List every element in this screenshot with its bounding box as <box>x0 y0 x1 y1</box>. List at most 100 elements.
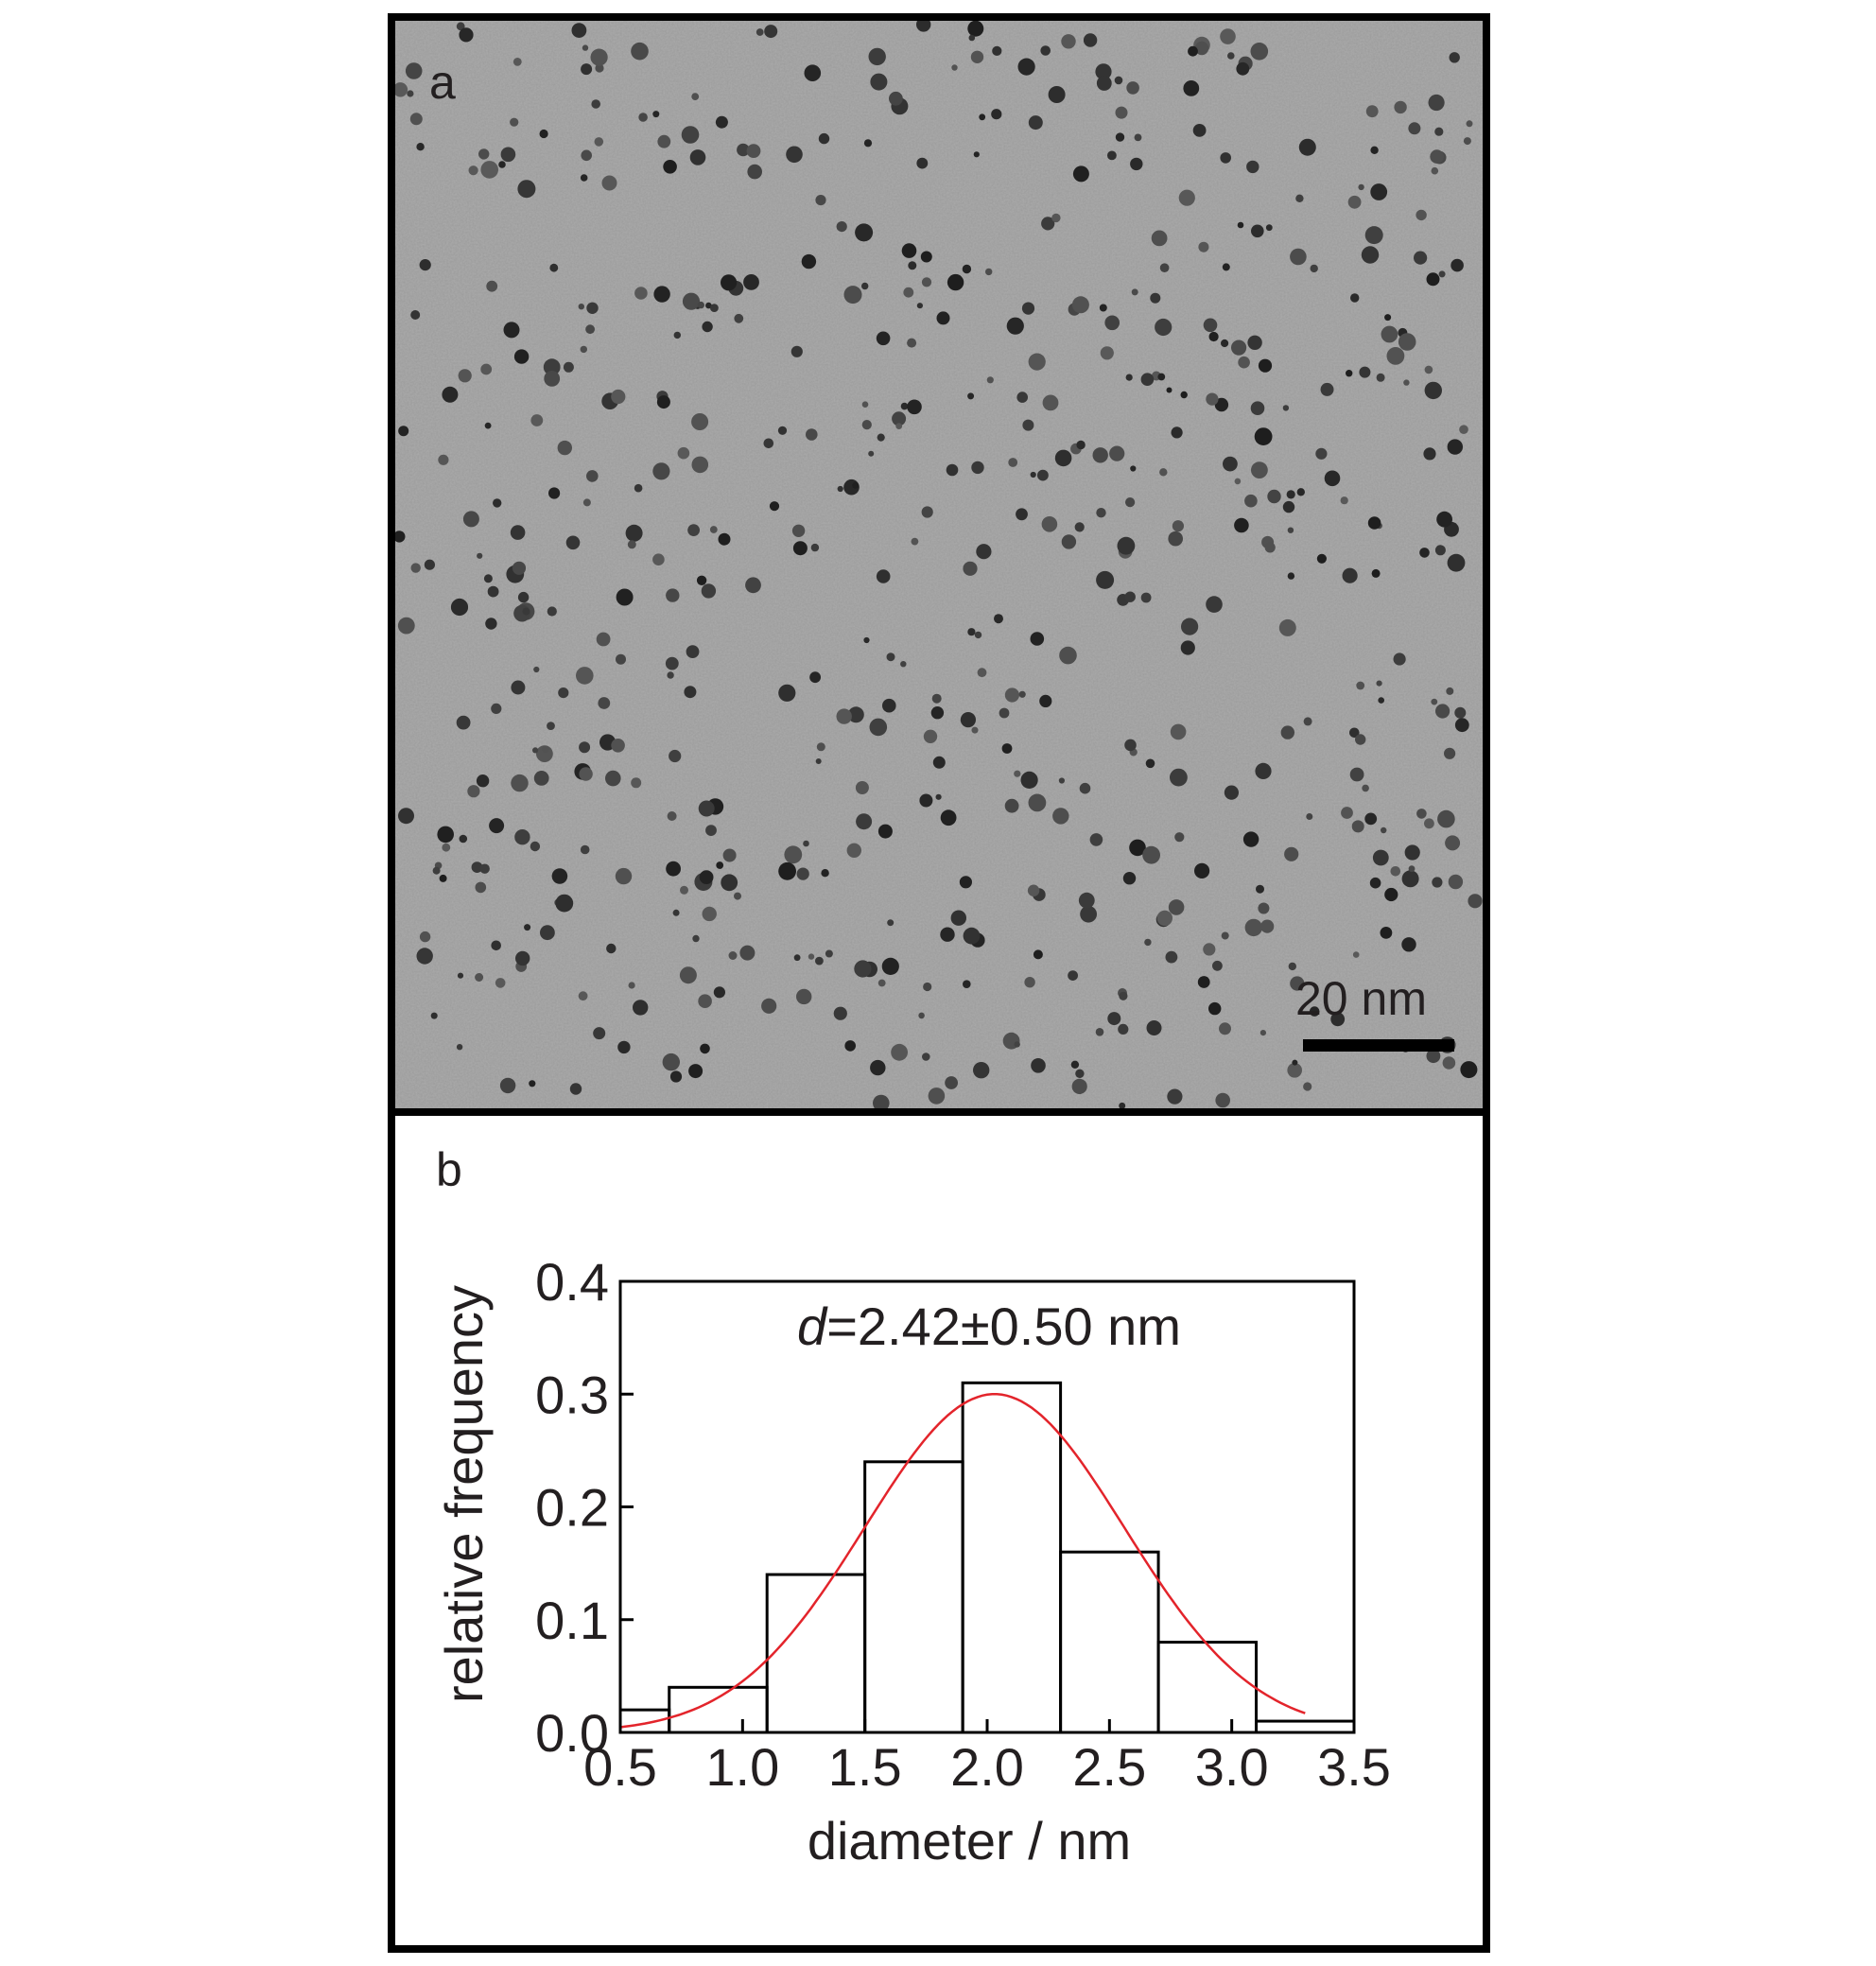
nanoparticle <box>1208 1001 1222 1016</box>
nanoparticle <box>1150 292 1161 304</box>
nanoparticle <box>921 277 932 287</box>
nanoparticle <box>1370 146 1379 154</box>
nanoparticle <box>669 749 682 763</box>
nanoparticle <box>631 777 642 789</box>
nanoparticle <box>416 948 433 965</box>
x-tick-label: 3.0 <box>1195 1737 1269 1797</box>
nanoparticle <box>679 966 697 984</box>
nanoparticle <box>1171 426 1183 439</box>
nanoparticle <box>1370 183 1388 200</box>
y-tick-label: 0.4 <box>535 1252 609 1312</box>
nanoparticle <box>1089 833 1103 846</box>
nanoparticle <box>691 93 700 100</box>
nanoparticle <box>1145 758 1155 769</box>
nanoparticle <box>974 631 982 639</box>
nanoparticle <box>692 934 700 943</box>
nanoparticle <box>922 1053 930 1061</box>
nanoparticle <box>1079 782 1091 794</box>
nanoparticle <box>700 1043 710 1054</box>
nanoparticle <box>1404 844 1420 861</box>
nanoparticle <box>804 64 822 81</box>
nanoparticle <box>485 618 497 630</box>
nanoparticle <box>816 742 825 752</box>
nanoparticle <box>1466 120 1473 128</box>
nanoparticle <box>601 175 617 191</box>
nanoparticle <box>887 919 895 927</box>
nanoparticle <box>1221 931 1229 940</box>
nanoparticle <box>721 274 738 291</box>
nanoparticle <box>1180 391 1188 399</box>
nanoparticle <box>889 91 903 106</box>
nanoparticle <box>907 338 917 348</box>
nanoparticle <box>869 718 888 737</box>
nanoparticle <box>1394 100 1407 114</box>
nanoparticle <box>462 511 479 528</box>
nanoparticle <box>1041 516 1058 532</box>
nanoparticle <box>1408 122 1421 135</box>
nanoparticle <box>653 286 670 303</box>
y-axis-label: relative frequency <box>434 1285 494 1703</box>
nanoparticle <box>1130 465 1137 472</box>
nanoparticle <box>605 770 621 787</box>
nanoparticle <box>672 909 680 916</box>
nanoparticle <box>1051 213 1061 223</box>
nanoparticle <box>1178 189 1195 206</box>
nanoparticle <box>1378 697 1384 704</box>
nanoparticle <box>847 706 864 723</box>
nanoparticle <box>475 881 487 894</box>
y-tick-label: 0.0 <box>535 1703 609 1763</box>
nanoparticle <box>994 614 1003 624</box>
nanoparticle <box>450 598 469 617</box>
nanoparticle <box>959 876 972 889</box>
nanoparticle <box>932 756 946 769</box>
nanoparticle <box>395 531 406 543</box>
nanoparticle <box>551 868 568 884</box>
nanoparticle <box>1364 226 1383 245</box>
nanoparticle <box>1118 1023 1129 1035</box>
nanoparticle <box>1432 877 1443 888</box>
nanoparticle <box>818 132 830 145</box>
nanoparticle <box>522 607 530 616</box>
nanoparticle <box>663 160 677 174</box>
nanoparticle <box>1227 52 1235 60</box>
nanoparticle <box>1296 488 1306 496</box>
nanoparticle <box>855 223 874 242</box>
nanoparticle <box>475 973 484 982</box>
nanoparticle <box>657 134 671 148</box>
nanoparticle <box>1259 1030 1266 1036</box>
nanoparticle <box>1306 813 1313 820</box>
nanoparticle <box>398 808 414 825</box>
nanoparticle <box>846 843 861 858</box>
nanoparticle <box>1058 777 1065 784</box>
nanoparticle <box>665 656 679 670</box>
nanoparticle <box>1129 839 1146 857</box>
nanoparticle <box>1028 353 1046 371</box>
nanoparticle <box>691 413 709 430</box>
nanoparticle <box>1398 333 1416 351</box>
nanoparticle <box>1234 517 1249 533</box>
nanoparticle <box>1286 490 1295 499</box>
nanoparticle <box>656 395 670 409</box>
nanoparticle <box>593 1027 606 1040</box>
nanoparticle <box>681 126 700 144</box>
nanoparticle <box>547 606 557 617</box>
nanoparticle <box>543 358 561 376</box>
nanoparticle <box>1376 373 1385 382</box>
nanoparticle <box>971 461 984 475</box>
nanoparticle <box>1444 747 1456 759</box>
nanoparticle <box>1449 52 1460 63</box>
nanoparticle <box>1130 157 1143 171</box>
nanoparticle <box>721 874 738 892</box>
nanoparticle <box>533 666 540 673</box>
nanoparticle <box>1018 690 1026 698</box>
nanoparticle <box>739 945 756 961</box>
nanoparticle <box>1435 704 1450 719</box>
nanoparticle <box>1423 447 1436 461</box>
nanoparticle <box>769 501 780 512</box>
nanoparticle <box>1122 872 1137 885</box>
nanoparticle <box>652 553 665 565</box>
nanoparticle <box>747 164 762 180</box>
nanoparticle <box>1030 632 1045 646</box>
nanoparticle <box>1260 919 1275 933</box>
